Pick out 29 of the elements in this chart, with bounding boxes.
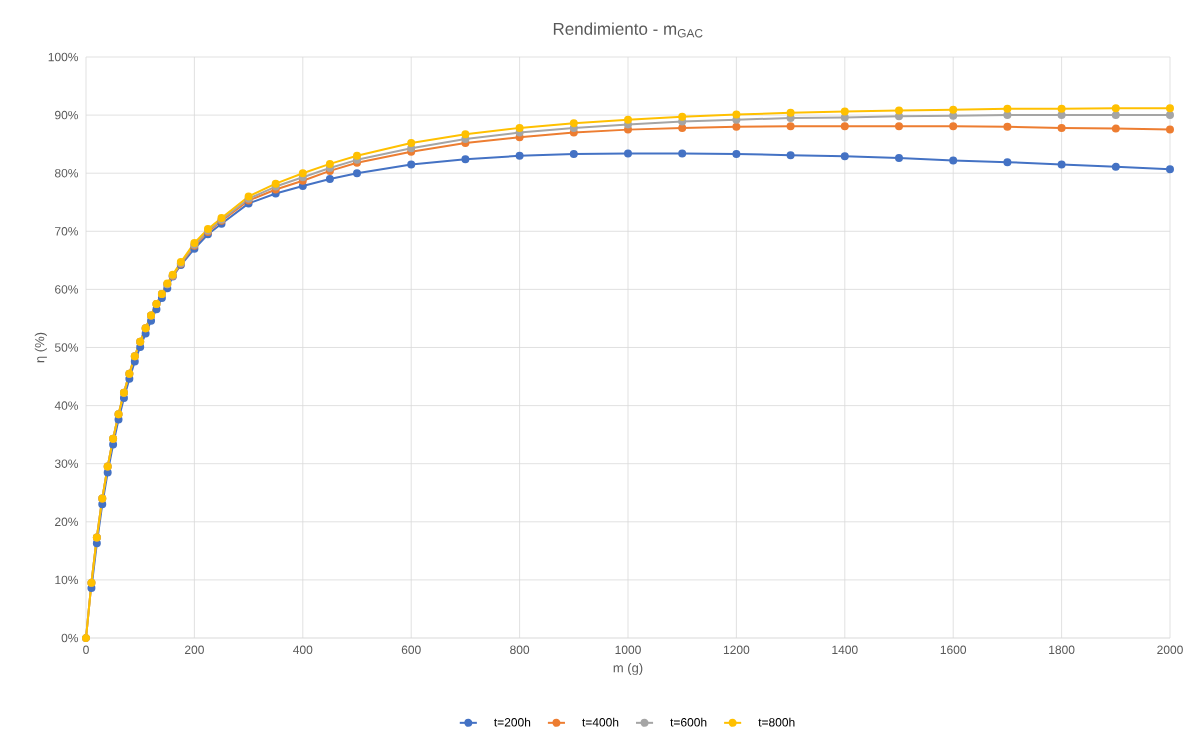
chart-title: Rendimiento - m$_{GAC}$ — [553, 22, 703, 38]
x-tick-label: 1000 — [615, 645, 641, 655]
legend-label: t=800h — [758, 717, 795, 727]
x-tick-label: 1600 — [940, 645, 967, 655]
y-tick-label: 30% — [54, 459, 79, 468]
y-tick-label: 50% — [54, 343, 79, 352]
y-tick-label: 40% — [54, 401, 79, 410]
x-tick-label: 0 — [83, 645, 89, 655]
x-tick-label: 600 — [401, 645, 421, 655]
legend-label: t=600h — [670, 717, 707, 727]
x-tick-label: 200 — [184, 645, 204, 655]
y-tick-label: 0% — [61, 633, 79, 643]
y-tick-label: 100% — [48, 52, 79, 62]
y-tick-label: 70% — [55, 227, 79, 236]
legend-label: t=200h — [494, 717, 531, 727]
x-tick-label: 2000 — [1157, 645, 1183, 655]
x-tick-label: 400 — [293, 645, 313, 655]
x-axis-title: m (g) — [613, 662, 643, 676]
y-tick-label: 60% — [55, 285, 79, 294]
legend-label: t=400h — [582, 717, 619, 727]
y-tick-label: 80% — [54, 168, 79, 178]
y-axis-title: η (%) — [34, 332, 47, 363]
x-tick-label: 1400 — [832, 645, 858, 655]
x-tick-label: 1200 — [723, 645, 750, 655]
y-tick-label: 90% — [55, 110, 79, 120]
x-tick-label: 800 — [510, 645, 530, 655]
y-tick-label: 10% — [55, 575, 79, 585]
x-tick-label: 1800 — [1049, 645, 1075, 655]
y-tick-label: 20% — [55, 517, 79, 527]
